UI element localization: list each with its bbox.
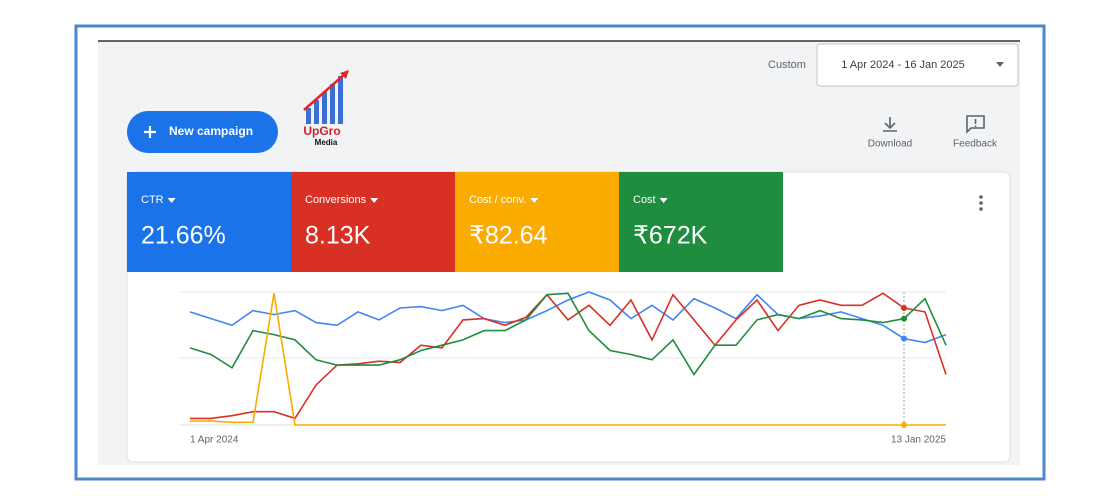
metric-value: 21.66% (141, 222, 226, 250)
hover-dot (901, 335, 907, 342)
metric-value: 8.13K (305, 222, 371, 250)
feedback-icon[interactable] (966, 115, 985, 134)
metric-tiles: CTR 21.66% Conversions 8.13K Cost / conv. ₹82… (127, 172, 783, 272)
metric-value: ₹82.64 (469, 222, 548, 250)
metric-label[interactable]: Cost / conv. (469, 194, 526, 206)
new-campaign-button[interactable]: New campaign (127, 111, 278, 153)
button-label[interactable]: New campaign (169, 124, 253, 138)
logo-bar (322, 92, 327, 124)
feedback-label[interactable]: Feedback (953, 139, 998, 150)
metric-tile[interactable] (127, 172, 291, 272)
series-line (190, 293, 946, 426)
x-tick-label: 1 Apr 2024 (190, 435, 239, 446)
metric-caret[interactable] (167, 198, 176, 203)
logo-subtext: Media (315, 138, 338, 147)
date-dropdown[interactable]: 1 Apr 2024 - 16 Jan 2025 (816, 43, 1019, 87)
metric-caret[interactable] (659, 198, 668, 203)
logo-bar (330, 84, 335, 124)
plot: 1 Apr 2024 13 Jan 2025 (189, 291, 947, 446)
logo-bar (314, 100, 319, 124)
logo-text: UpGro (303, 124, 340, 138)
feedback-action[interactable]: Feedback (953, 115, 998, 150)
metric-tile[interactable] (455, 172, 619, 272)
logo-arrow (303, 72, 347, 111)
more-menu[interactable] (979, 195, 983, 211)
logo-arrowhead (340, 70, 349, 79)
plus-icon (144, 126, 156, 138)
date-range[interactable]: 1 Apr 2024 - 16 Jan 2025 (841, 59, 965, 71)
metric-label[interactable]: CTR (141, 194, 164, 206)
logo-bar (338, 76, 343, 124)
download-icon[interactable] (883, 117, 897, 132)
hover-dot (901, 304, 907, 311)
metric-tile[interactable] (619, 172, 783, 272)
dropdown-caret (996, 62, 1004, 67)
menu-dot[interactable] (979, 195, 983, 199)
logo-bar (306, 108, 311, 124)
menu-dot[interactable] (979, 207, 983, 211)
hover-dot (901, 422, 907, 428)
hover-dot (901, 315, 907, 322)
metric-caret[interactable] (530, 198, 539, 203)
button-bg[interactable] (127, 111, 278, 153)
x-tick-label: 13 Jan 2025 (891, 435, 946, 446)
metric-label[interactable]: Cost (633, 194, 656, 206)
metric-value: ₹672K (633, 222, 708, 250)
metric-label[interactable]: Conversions (305, 194, 367, 206)
logo: UpGro Media (303, 70, 349, 147)
download-action[interactable]: Download (868, 117, 912, 150)
date-range-label: Custom (768, 59, 806, 71)
series-line (189, 291, 947, 344)
menu-dot[interactable] (979, 201, 983, 205)
series-line (189, 292, 947, 376)
metric-caret[interactable] (370, 198, 379, 203)
series-line (190, 292, 947, 420)
download-label[interactable]: Download (868, 139, 912, 150)
dropdown-box[interactable] (816, 43, 1019, 87)
metric-tile[interactable] (291, 172, 455, 272)
